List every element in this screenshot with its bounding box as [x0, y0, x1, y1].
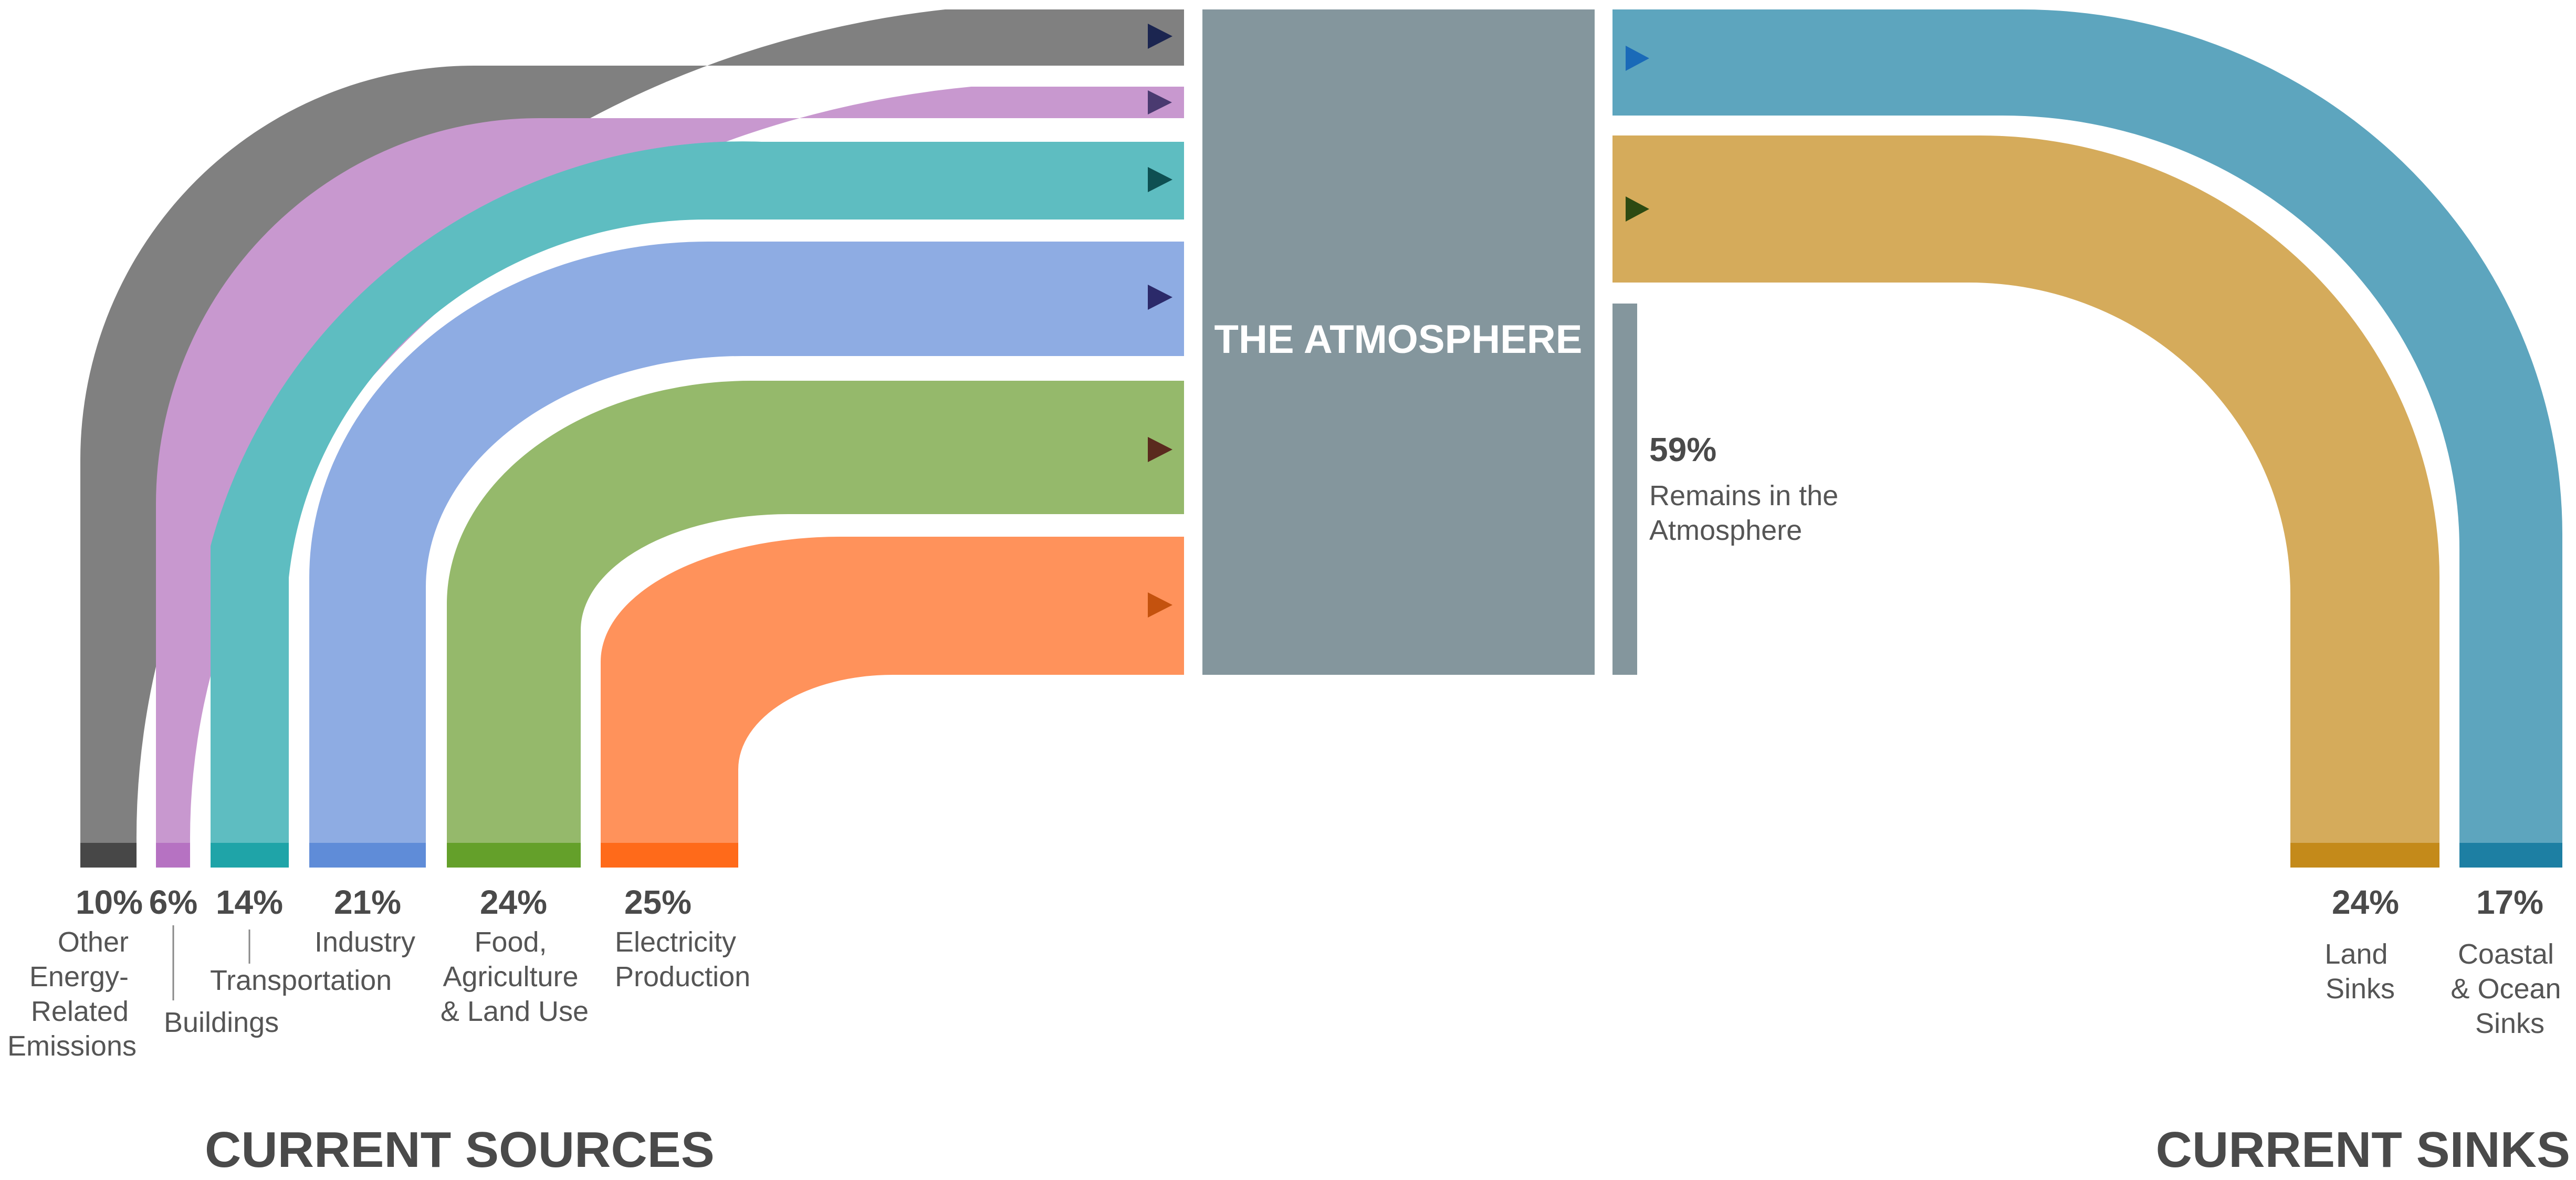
source-arrow-other-energy: [1148, 24, 1172, 49]
source-band-electricity: [601, 537, 1184, 868]
sink-arrow-land-sinks: [1626, 196, 1649, 222]
source-label-food-agriculture: 24% Food, Agriculture & Land Use: [441, 883, 589, 1027]
remains-bar: [1612, 304, 1637, 675]
source-name-line: Electricity: [615, 926, 736, 958]
source-arrow-electricity: [1148, 592, 1172, 618]
sink-band-coastal-ocean-sinks: [1612, 9, 2562, 868]
source-label-electricity: 25% Electricity Production: [615, 883, 750, 993]
source-pct-industry: 21%: [334, 883, 401, 921]
remains-label-line: Remains in the: [1649, 480, 1838, 511]
sink-name-coastal-ocean-sinks: Coastal & Ocean Sinks: [2451, 938, 2569, 1039]
source-name-electricity: Electricity Production: [615, 926, 750, 993]
source-name-line: Agriculture: [443, 961, 578, 993]
atmosphere: THE ATMOSPHERE 59% Remains in the Atmosp…: [1202, 9, 1846, 675]
source-base-other-energy: [80, 843, 137, 868]
sink-name-line: Sinks: [2326, 973, 2395, 1005]
sources: [80, 9, 1184, 868]
source-name-line: Other: [58, 926, 129, 958]
sink-pct-coastal-ocean-sinks: 17%: [2476, 883, 2543, 921]
source-arrow-industry: [1148, 285, 1172, 310]
source-label-industry: 21% Industry: [315, 883, 415, 958]
source-band-food-agriculture: [447, 381, 1184, 868]
source-flow-industry: [309, 242, 1184, 843]
sink-base-coastal-ocean-sinks: [2459, 843, 2562, 868]
source-band-transportation: [211, 141, 1184, 868]
atmosphere-label: THE ATMOSPHERE: [1214, 317, 1583, 362]
remains-label: Remains in the Atmosphere: [1649, 480, 1846, 546]
source-labels: 10% Other Energy- Related Emissions 6% B…: [7, 883, 750, 1062]
sink-flow-land-sinks: [1612, 135, 2439, 843]
remains-pct: 59%: [1649, 431, 1716, 468]
source-name-line: Emissions: [7, 1030, 137, 1062]
source-arrow-buildings: [1148, 90, 1172, 114]
sink-name-line: Sinks: [2475, 1008, 2544, 1039]
source-name-line: Food,: [474, 926, 547, 958]
source-name-line: Energy-: [29, 961, 129, 993]
source-name-line: Production: [615, 961, 750, 993]
source-name-transportation: Transportation: [210, 965, 392, 996]
source-pct-electricity: 25%: [624, 883, 692, 921]
source-label-transportation: 14% Transportation: [210, 883, 392, 996]
source-pct-buildings: 6%: [149, 883, 198, 921]
sink-arrow-coastal-ocean-sinks: [1626, 46, 1649, 71]
source-arrow-transportation: [1148, 167, 1172, 192]
source-base-transportation: [211, 843, 289, 868]
source-base-electricity: [601, 843, 738, 868]
source-name-line: & Land Use: [441, 996, 589, 1027]
source-pct-transportation: 14%: [216, 883, 283, 921]
source-name-food-agriculture: Food, Agriculture & Land Use: [441, 926, 589, 1027]
source-name-buildings: Buildings: [164, 1007, 279, 1038]
source-name-other-energy: Other Energy- Related Emissions: [7, 926, 137, 1062]
sink-label-land-sinks: 24% Land Sinks: [2324, 883, 2399, 1005]
sink-labels: 24% Land Sinks 17% Coastal & Ocean Sinks: [2324, 883, 2569, 1039]
source-band-industry: [309, 242, 1184, 868]
source-base-food-agriculture: [447, 843, 581, 868]
source-base-industry: [309, 843, 426, 868]
sink-flow-coastal-ocean-sinks: [1612, 9, 2562, 843]
sink-label-coastal-ocean-sinks: 17% Coastal & Ocean Sinks: [2451, 883, 2569, 1039]
source-label-other-energy: 10% Other Energy- Related Emissions: [7, 883, 143, 1062]
sink-name-line: & Ocean: [2451, 973, 2561, 1005]
source-arrow-food-agriculture: [1148, 437, 1172, 462]
sink-name-line: Land: [2324, 938, 2387, 970]
sinks: [1612, 9, 2562, 868]
sink-base-land-sinks: [2290, 843, 2439, 868]
atmosphere-box: [1202, 9, 1595, 675]
source-pct-other-energy: 10%: [76, 883, 143, 921]
source-label-buildings: 6% Buildings: [149, 883, 279, 1038]
sink-pct-land-sinks: 24%: [2332, 883, 2399, 921]
source-flow-food-agriculture: [447, 381, 1184, 843]
sink-name-line: Coastal: [2458, 938, 2554, 970]
current-sinks-heading: CURRENT SINKS: [2156, 1122, 2570, 1178]
current-sources-heading: CURRENT SOURCES: [205, 1122, 715, 1178]
sink-name-land-sinks: Land Sinks: [2324, 938, 2395, 1005]
source-base-buildings: [156, 843, 190, 868]
sink-band-land-sinks: [1612, 135, 2439, 868]
source-name-industry: Industry: [315, 926, 415, 958]
source-flow-transportation-fill: [211, 141, 1184, 843]
source-flow-electricity: [601, 537, 1184, 843]
source-name-line: Related: [31, 996, 129, 1027]
source-pct-food-agriculture: 24%: [480, 883, 547, 921]
remains-label-line: Atmosphere: [1649, 515, 1802, 546]
